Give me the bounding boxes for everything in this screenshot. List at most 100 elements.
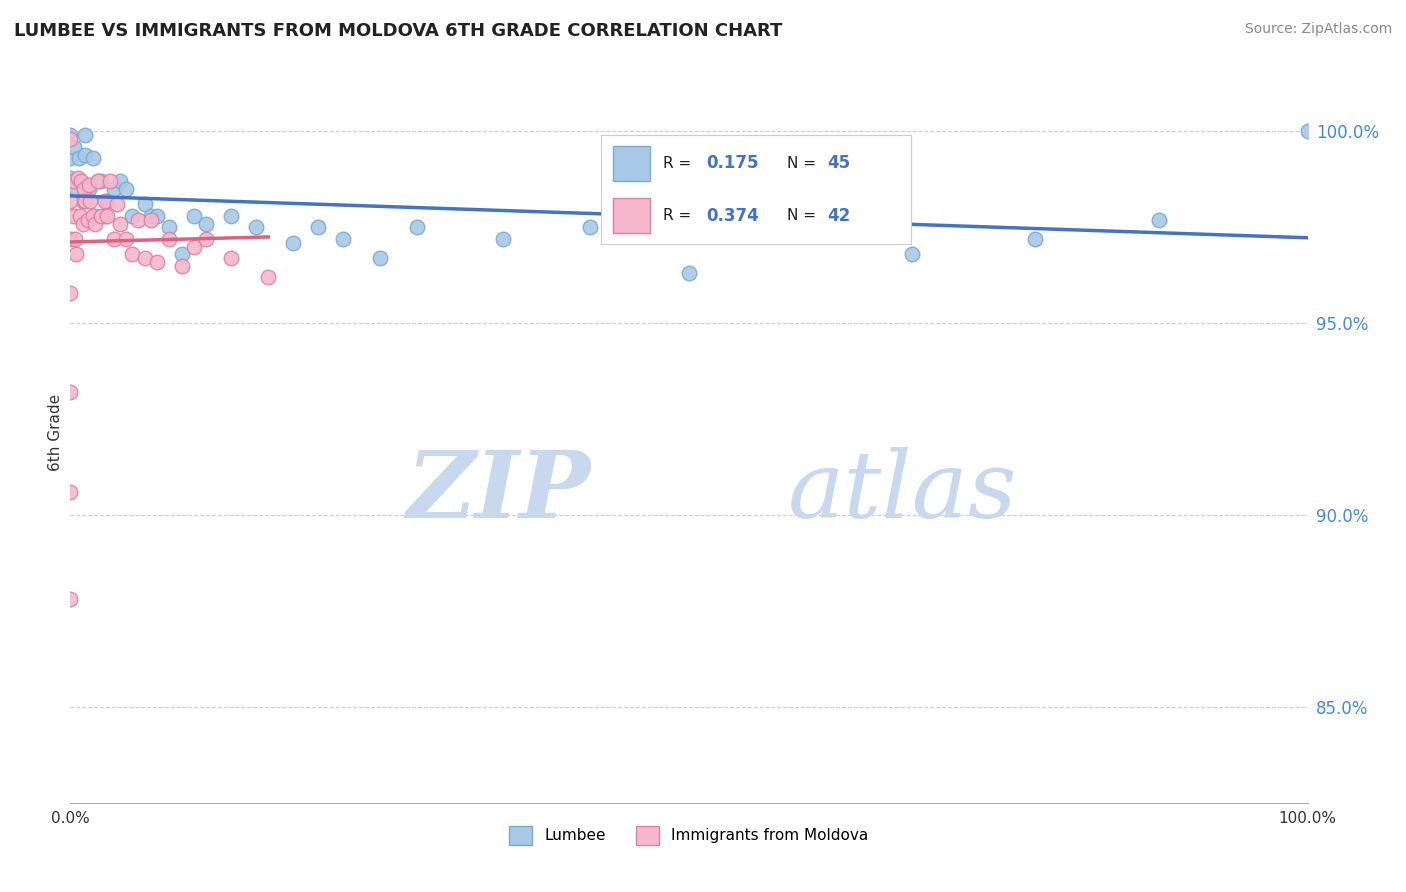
Point: [115, 182, 138, 196]
Text: ZIP: ZIP: [406, 447, 591, 537]
Point: [90, 209, 112, 223]
Point: [72, 194, 94, 208]
Point: [183, 239, 205, 253]
Text: 42: 42: [827, 207, 851, 225]
Text: 45: 45: [827, 154, 851, 172]
Point: [59, 194, 82, 208]
Point: [59, 170, 82, 185]
Point: [59, 285, 82, 300]
Point: [77, 182, 100, 196]
Point: [146, 209, 169, 223]
Point: [69, 209, 91, 223]
Point: [115, 232, 138, 246]
Point: [90, 174, 112, 188]
Point: [127, 212, 149, 227]
Point: [139, 212, 162, 227]
Point: [1024, 232, 1046, 246]
Point: [84, 209, 107, 223]
Point: [1147, 212, 1170, 227]
Point: [108, 217, 131, 231]
Point: [59, 128, 82, 143]
Point: [1296, 124, 1319, 138]
Point: [66, 170, 89, 185]
FancyBboxPatch shape: [613, 198, 651, 234]
Point: [281, 235, 304, 250]
Point: [75, 147, 97, 161]
Point: [65, 232, 87, 246]
Point: [579, 220, 602, 235]
Point: [146, 255, 169, 269]
Point: [195, 232, 218, 246]
Text: 0.374: 0.374: [706, 207, 759, 225]
Point: [59, 152, 82, 166]
Point: [405, 220, 427, 235]
Point: [73, 182, 96, 196]
Point: [70, 174, 93, 188]
Point: [63, 140, 86, 154]
Point: [170, 247, 193, 261]
Point: [121, 209, 143, 223]
Point: [827, 212, 849, 227]
Point: [307, 220, 329, 235]
Point: [76, 212, 98, 227]
Point: [69, 174, 91, 188]
Point: [245, 220, 267, 235]
Point: [776, 197, 799, 211]
Y-axis label: 6th Grade: 6th Grade: [48, 394, 63, 471]
Point: [72, 217, 94, 231]
Point: [82, 209, 104, 223]
Point: [59, 232, 82, 246]
Point: [63, 209, 86, 223]
Point: [65, 182, 87, 196]
Point: [75, 128, 97, 143]
Point: [82, 152, 104, 166]
Point: [62, 174, 84, 188]
Point: [94, 194, 117, 208]
Text: Source: ZipAtlas.com: Source: ZipAtlas.com: [1244, 22, 1392, 37]
Point: [219, 251, 242, 265]
Point: [86, 174, 108, 188]
Text: 0.175: 0.175: [706, 154, 759, 172]
Point: [121, 247, 143, 261]
Point: [59, 592, 82, 607]
Point: [170, 259, 193, 273]
Point: [65, 247, 87, 261]
Point: [368, 251, 391, 265]
Text: N =: N =: [787, 155, 821, 170]
Point: [332, 232, 354, 246]
Point: [134, 251, 156, 265]
Point: [134, 197, 156, 211]
Point: [678, 267, 700, 281]
Point: [67, 152, 90, 166]
Point: [98, 174, 121, 188]
Point: [94, 209, 117, 223]
Point: [157, 232, 180, 246]
Text: LUMBEE VS IMMIGRANTS FROM MOLDOVA 6TH GRADE CORRELATION CHART: LUMBEE VS IMMIGRANTS FROM MOLDOVA 6TH GR…: [14, 22, 782, 40]
Point: [703, 212, 725, 227]
Point: [257, 270, 280, 285]
Point: [84, 217, 107, 231]
Point: [59, 385, 82, 400]
Text: N =: N =: [787, 209, 821, 223]
Text: R =: R =: [662, 209, 696, 223]
Point: [195, 217, 218, 231]
FancyBboxPatch shape: [613, 145, 651, 181]
Point: [492, 232, 515, 246]
Point: [183, 209, 205, 223]
Point: [86, 174, 108, 188]
Point: [59, 132, 82, 146]
Point: [157, 220, 180, 235]
Point: [108, 174, 131, 188]
Point: [59, 485, 82, 500]
Point: [139, 209, 162, 223]
Point: [96, 209, 118, 223]
Text: R =: R =: [662, 155, 696, 170]
Point: [103, 232, 125, 246]
Point: [105, 197, 128, 211]
Point: [75, 194, 97, 208]
Point: [103, 182, 125, 196]
Point: [96, 194, 118, 208]
Point: [900, 247, 922, 261]
Text: atlas: atlas: [787, 447, 1018, 537]
Point: [219, 209, 242, 223]
